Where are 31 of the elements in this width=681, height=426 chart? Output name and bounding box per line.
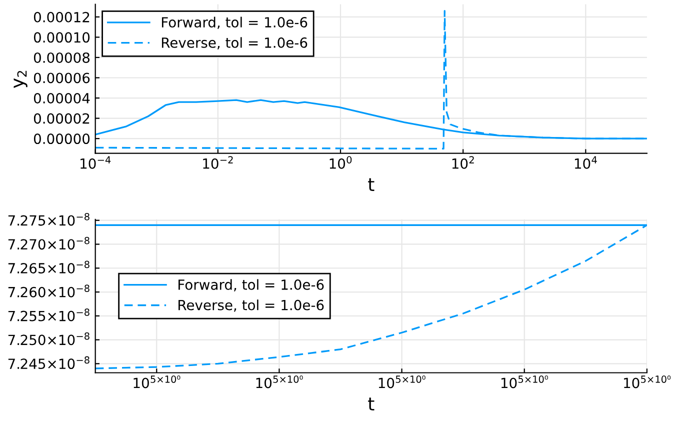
x-tick-label: 10$^{5×10⁰}$ bbox=[624, 376, 671, 388]
y-tick-label: 0.00010 bbox=[34, 32, 90, 43]
y-tick-label: 7.260×10$^{−8}$ bbox=[8, 284, 90, 298]
x-tick-label: 10$^{5×10⁰}$ bbox=[134, 376, 180, 388]
x-tick-label: 10$^{0}$ bbox=[330, 156, 352, 169]
legend-label: Forward, tol = 1.0e-6 bbox=[162, 16, 308, 29]
y-tick-label: 7.255×10$^{−8}$ bbox=[8, 308, 90, 322]
y-tick-label: 0.00002 bbox=[34, 113, 90, 124]
legend-label: Forward, tol = 1.0e-6 bbox=[178, 279, 324, 292]
y-tick-label: 0.00000 bbox=[34, 134, 90, 144]
y-tick-label: 7.270×10$^{−8}$ bbox=[8, 236, 90, 250]
y-tick-label: 7.265×10$^{−8}$ bbox=[8, 260, 90, 274]
x-tick-label: 10$^{−2}$ bbox=[203, 156, 233, 169]
x-axis-title: t bbox=[368, 398, 374, 410]
y-tick-label: 7.245×10$^{−8}$ bbox=[8, 356, 90, 370]
legend-label: Reverse, tol = 1.0e-6 bbox=[178, 300, 324, 312]
x-tick-label: 10$^{5×10⁰}$ bbox=[501, 376, 548, 388]
x-tick-label: 10$^{4}$ bbox=[574, 156, 597, 169]
y-axis-title: y$_{2}$ bbox=[14, 70, 28, 88]
y-tick-label: 0.00012 bbox=[34, 12, 90, 22]
y-tick-label: 7.250×10$^{−8}$ bbox=[8, 332, 90, 346]
x-tick-label: 10$^{2}$ bbox=[452, 156, 474, 169]
x-tick-label: 10$^{5×10⁰}$ bbox=[378, 376, 426, 388]
x-tick-label: 10$^{−4}$ bbox=[80, 156, 111, 169]
y-tick-label: 0.00004 bbox=[34, 92, 90, 104]
x-axis-title: t bbox=[368, 178, 374, 191]
x-tick-label: 10$^{5×10⁰}$ bbox=[256, 376, 303, 388]
y-tick-label: 0.00008 bbox=[34, 52, 90, 63]
y-tick-label: 7.275×10$^{−8}$ bbox=[8, 212, 90, 226]
y-tick-label: 0.00006 bbox=[34, 72, 90, 84]
legend-label: Reverse, tol = 1.0e-6 bbox=[162, 37, 308, 50]
